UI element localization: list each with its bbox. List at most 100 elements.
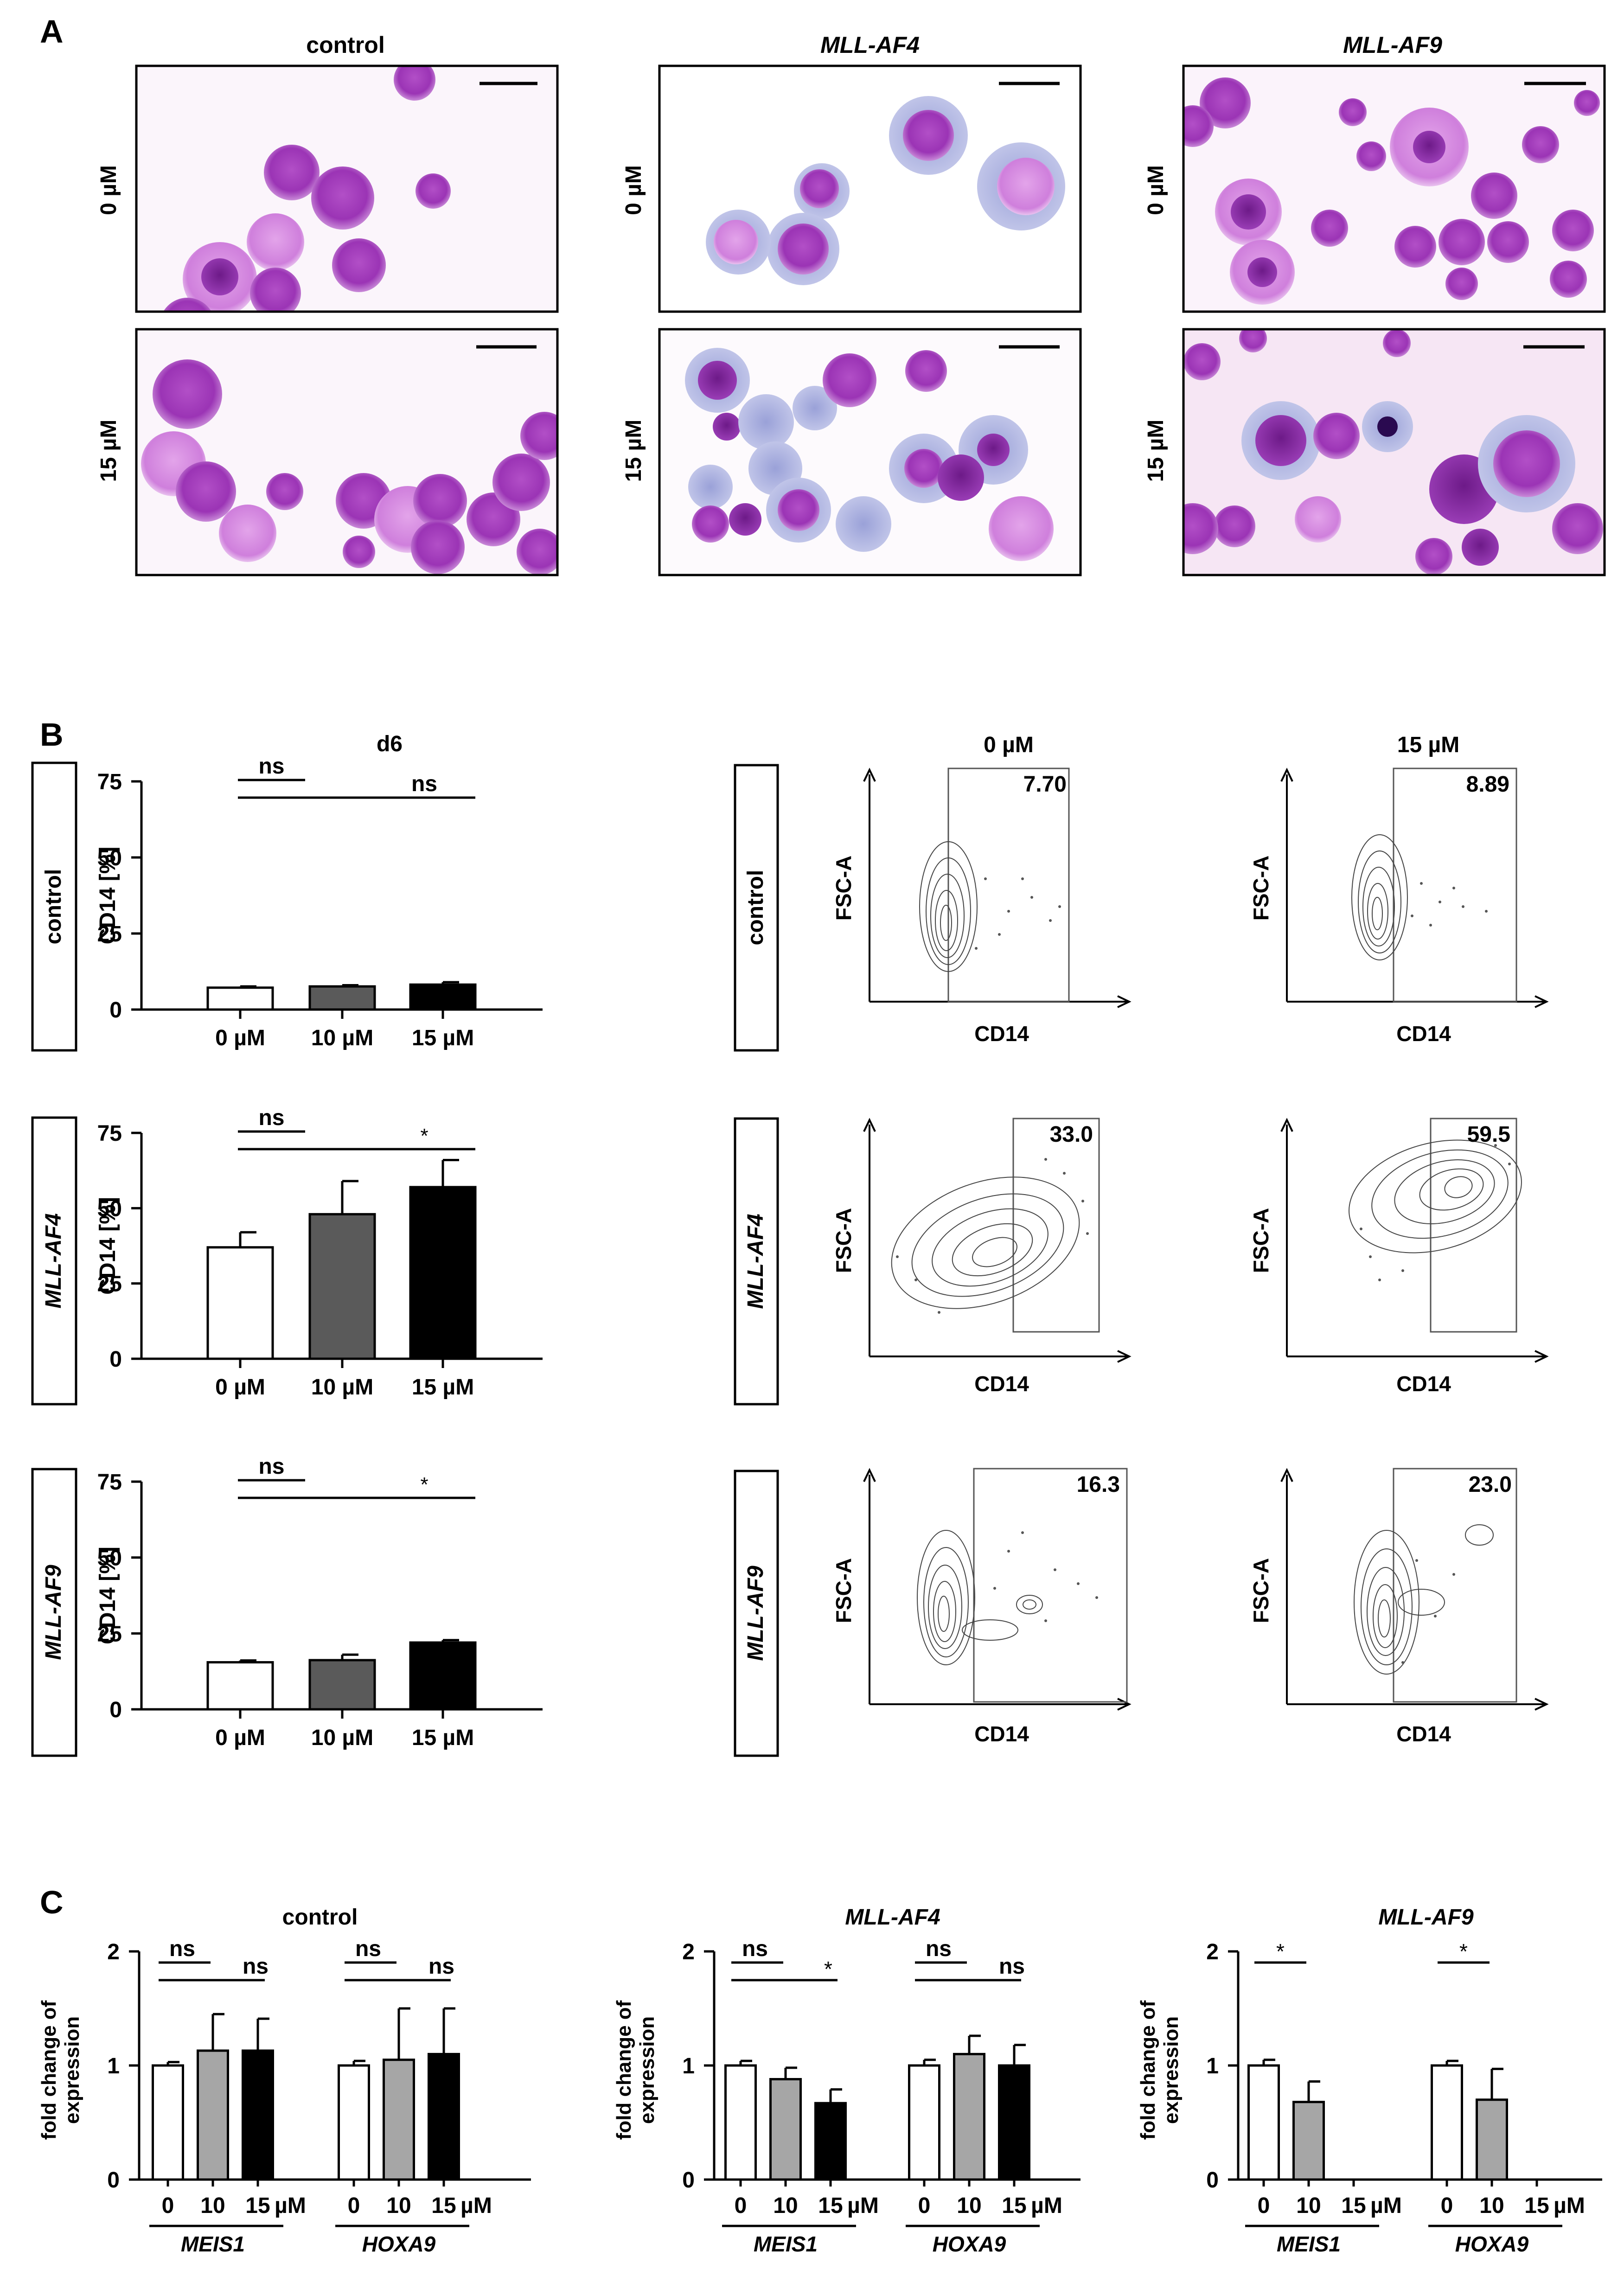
bar [1247, 2064, 1280, 2181]
x-tick-label: 0 [162, 2193, 174, 2218]
significance-label: ns [999, 1954, 1025, 1979]
flow-plots: 7.70 FSC-A CD14 8.89 FSC-A CD14 [831, 767, 1549, 1746]
micrograph-mllaf4-0uM [658, 64, 1082, 313]
significance-label: ns [243, 1954, 269, 1979]
y-tick-label: 1 [1206, 2054, 1219, 2078]
x-tick-label: 15 [818, 2193, 843, 2218]
bar [908, 2064, 940, 2181]
bar [338, 2064, 370, 2181]
y-axis-label: CD14 [%] [96, 1197, 120, 1295]
x-tick-label: 10 [200, 2193, 225, 2218]
bar [769, 2078, 802, 2181]
flow-gate-value: 23.0 [1469, 1472, 1512, 1497]
micrograph-mllaf9-15uM [1182, 328, 1606, 576]
panel-b-row-boxes: control MLL-AF4 MLL-AF9 control MLL-AF4 … [31, 761, 779, 1757]
gene-label: HOXA9 [1455, 2232, 1529, 2256]
flow-xlabel: CD14 [974, 1722, 1029, 1746]
y-tick-label: 50 [97, 1546, 122, 1571]
y-axis-label: expression [61, 2016, 83, 2124]
b-flow-col-title-0: 0 µM [984, 733, 1034, 757]
x-tick-label: 0 [1258, 2193, 1270, 2218]
x-tick-label: 10 µM [311, 1026, 373, 1050]
bar [953, 2052, 985, 2181]
bar [308, 985, 376, 1011]
b-row-label-control: control [41, 869, 66, 945]
bar [409, 983, 477, 1011]
y-axis-label: expression [1160, 2016, 1183, 2124]
y-tick-label: 0 [1206, 2168, 1219, 2193]
bar [409, 1186, 477, 1360]
significance-label: * [420, 1473, 428, 1496]
b-flow-col-title-15: 15 µM [1397, 733, 1459, 757]
significance-label: ns [258, 754, 284, 779]
gene-label: MEIS1 [754, 2232, 818, 2256]
bar [998, 2064, 1030, 2181]
y-tick-label: 0 [109, 1698, 122, 1722]
flow-xlabel: CD14 [1396, 1722, 1451, 1746]
significance-label: * [420, 1125, 428, 1147]
bar [383, 2059, 415, 2181]
flow-xlabel: CD14 [1396, 1022, 1451, 1046]
micrograph-control-0uM [135, 64, 559, 313]
y-tick-label: 2 [107, 1940, 120, 1964]
a-row-label-15: 15 µM [621, 420, 646, 482]
x-tick-label: 15 [1002, 2193, 1026, 2218]
y-tick-label: 75 [97, 770, 122, 794]
chart-title: d6 [377, 732, 403, 756]
flow-plot-mllaf4-15uM: 59.5 FSC-A CD14 [1249, 1118, 1549, 1396]
flow-ylabel: FSC-A [831, 1208, 856, 1273]
unit-label: µM [1031, 2193, 1062, 2218]
b-row-label-mllaf9: MLL-AF9 [41, 1565, 66, 1660]
bar [724, 2064, 757, 2181]
flow-plot-control-15uM: 8.89 FSC-A CD14 [1249, 767, 1549, 1046]
bar [1292, 2101, 1325, 2181]
gene-label: MEIS1 [181, 2232, 245, 2256]
flow-gate-value: 16.3 [1077, 1472, 1120, 1497]
flow-xlabel: CD14 [974, 1022, 1029, 1046]
x-tick-label: 0 µM [215, 1026, 265, 1050]
bar [814, 2102, 847, 2181]
significance-label: ns [428, 1954, 454, 1979]
panel-label-a: A [40, 13, 64, 50]
y-tick-label: 75 [97, 1470, 122, 1495]
a-row-label-15: 15 µM [1144, 420, 1168, 482]
y-tick-label: 25 [97, 1622, 122, 1646]
chart-title: MLL-AF9 [1378, 1905, 1474, 1930]
significance-label: ns [411, 772, 437, 796]
panel-label-c: C [40, 1884, 64, 1920]
x-tick-label: 15 [245, 2193, 270, 2218]
panel-a: control MLL-AF4 MLL-AF9 0 µM 0 µM 0 µM 1… [96, 32, 1606, 576]
flow-gate-value: 59.5 [1467, 1122, 1510, 1147]
b-flow-row-label-control: control [743, 870, 768, 946]
y-tick-label: 25 [97, 1272, 122, 1297]
bar [206, 1246, 274, 1360]
a-row-label-0: 0 µM [96, 165, 121, 215]
bar [428, 2052, 460, 2181]
b-flow-row-label-mllaf4: MLL-AF4 [743, 1214, 768, 1309]
x-tick-label: 0 µM [215, 1375, 265, 1400]
flow-ylabel: FSC-A [831, 1558, 856, 1624]
panel-label-b: B [40, 716, 64, 753]
x-tick-label: 15 [431, 2193, 456, 2218]
flow-xlabel: CD14 [974, 1372, 1029, 1396]
significance-label: ns [742, 1937, 768, 1961]
flow-plot-mllaf9-15uM: 23.0 FSC-A CD14 [1249, 1468, 1549, 1746]
unit-label: µM [1554, 2193, 1585, 2218]
significance-label: * [824, 1957, 832, 1981]
significance-label: ns [926, 1937, 952, 1961]
micrograph-control-15uM [135, 328, 559, 576]
x-tick-label: 15 µM [412, 1375, 474, 1400]
flow-gate-value: 33.0 [1050, 1122, 1093, 1147]
unit-label: µM [275, 2193, 306, 2218]
x-tick-label: 10 [1296, 2193, 1321, 2218]
x-tick-label: 0 [735, 2193, 747, 2218]
x-tick-label: 10 µM [311, 1375, 373, 1400]
bar [1431, 2064, 1463, 2181]
y-tick-label: 2 [682, 1940, 695, 1964]
bar [242, 2049, 274, 2181]
micrograph-mllaf9-0uM [1182, 64, 1606, 313]
bar [1476, 2098, 1508, 2181]
x-tick-label: 15 [1524, 2193, 1549, 2218]
